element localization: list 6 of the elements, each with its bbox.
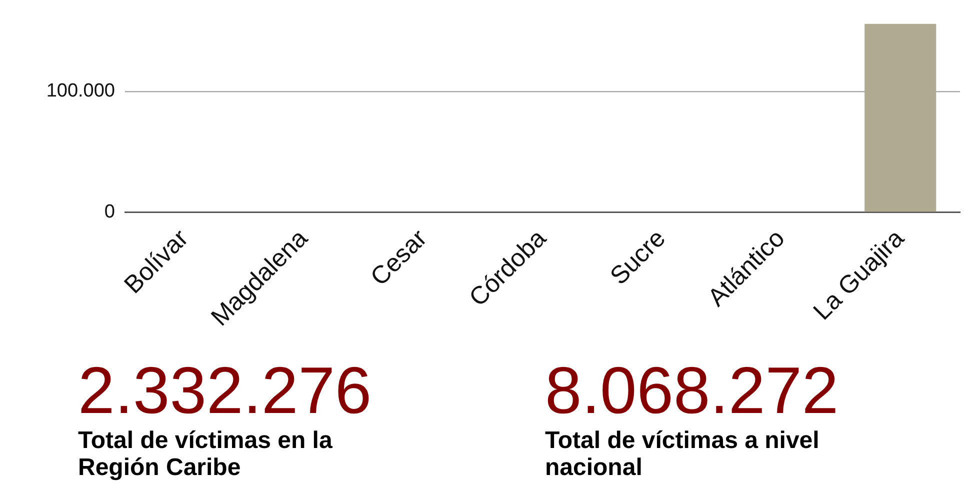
text: 8.068.272 [545, 353, 840, 427]
text: Total de víctimas en la Región Caribe [78, 427, 334, 481]
y-tick-label: 0 [104, 202, 115, 223]
text: 2.332.276 [78, 353, 373, 427]
text: Total de víctimas a nivel nacional [545, 427, 820, 481]
y-tick-label: 100.000 [46, 80, 115, 102]
